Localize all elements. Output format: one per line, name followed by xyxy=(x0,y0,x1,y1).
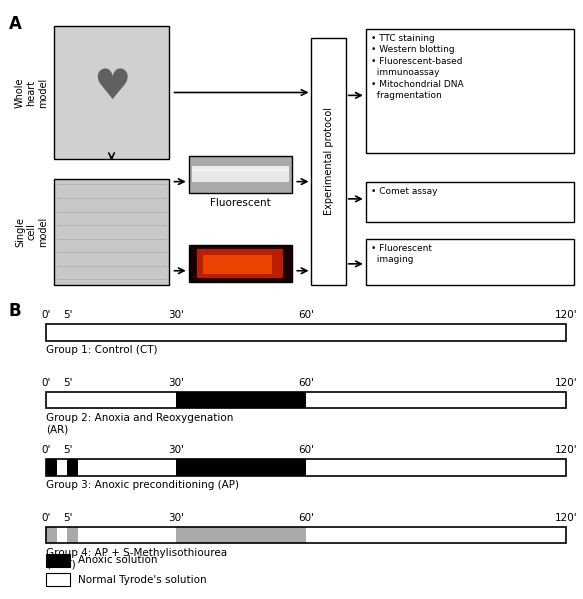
Bar xyxy=(46,459,566,476)
Text: 60': 60' xyxy=(298,513,314,522)
Text: ♥: ♥ xyxy=(93,66,130,108)
Text: Group 2: Anoxia and Reoxygenation
(AR): Group 2: Anoxia and Reoxygenation (AR) xyxy=(46,413,233,434)
Text: 60': 60' xyxy=(298,377,314,388)
Bar xyxy=(176,459,305,476)
Bar xyxy=(68,459,78,476)
Bar xyxy=(197,249,283,278)
Bar xyxy=(54,179,168,285)
Bar xyxy=(46,325,566,341)
Bar xyxy=(57,527,68,543)
Text: Group 1: Control (CT): Group 1: Control (CT) xyxy=(46,345,157,355)
Bar xyxy=(191,170,289,181)
Text: 30': 30' xyxy=(168,377,184,388)
Bar xyxy=(54,26,168,159)
Text: 0': 0' xyxy=(41,445,51,455)
Bar xyxy=(366,29,574,153)
Text: 30': 30' xyxy=(168,513,184,522)
Text: Normal Tyrode's solution: Normal Tyrode's solution xyxy=(78,574,207,585)
Bar xyxy=(46,392,566,408)
Bar xyxy=(189,245,292,282)
Text: 60': 60' xyxy=(298,310,314,320)
Bar xyxy=(46,527,57,543)
Bar xyxy=(305,392,566,408)
Bar xyxy=(46,392,176,408)
Text: 120': 120' xyxy=(554,377,577,388)
Text: 0': 0' xyxy=(41,310,51,320)
Text: • TTC staining
• Western blotting
• Fluorescent-based
  immunoassay
• Mitochondr: • TTC staining • Western blotting • Fluo… xyxy=(371,34,464,100)
Text: Group 3: Anoxic preconditioning (AP): Group 3: Anoxic preconditioning (AP) xyxy=(46,480,239,490)
Bar xyxy=(176,392,305,408)
Bar xyxy=(78,459,176,476)
Bar xyxy=(366,239,574,285)
Bar xyxy=(203,255,272,274)
Bar xyxy=(78,527,176,543)
Bar xyxy=(189,156,292,193)
Text: 120': 120' xyxy=(554,310,577,320)
Text: B: B xyxy=(9,302,22,320)
Bar xyxy=(46,554,70,567)
Bar xyxy=(57,459,68,476)
Text: 30': 30' xyxy=(168,445,184,455)
Text: Fluorescent: Fluorescent xyxy=(210,198,271,208)
Text: Whole
heart
model: Whole heart model xyxy=(15,77,48,108)
Text: 0': 0' xyxy=(41,377,51,388)
Bar xyxy=(305,459,566,476)
Text: Group 4: AP + S-Methylisothiourea
(SMT): Group 4: AP + S-Methylisothiourea (SMT) xyxy=(46,547,227,569)
Text: • Comet assay: • Comet assay xyxy=(371,187,438,196)
Text: A: A xyxy=(9,15,22,33)
Bar xyxy=(46,573,70,586)
Bar xyxy=(191,165,289,171)
Bar xyxy=(46,325,566,341)
Text: • Fluorescent
  imaging: • Fluorescent imaging xyxy=(371,244,433,264)
Text: 5': 5' xyxy=(63,445,72,455)
Text: 5': 5' xyxy=(63,513,72,522)
Text: 5': 5' xyxy=(63,310,72,320)
Text: 30': 30' xyxy=(168,310,184,320)
Text: Single
cell
model: Single cell model xyxy=(15,217,48,247)
Bar xyxy=(311,38,346,285)
Text: 120': 120' xyxy=(554,445,577,455)
Text: Anoxic solution: Anoxic solution xyxy=(78,555,158,565)
Text: 5': 5' xyxy=(63,377,72,388)
Bar xyxy=(305,527,566,543)
Text: 0': 0' xyxy=(41,513,51,522)
Bar xyxy=(176,527,305,543)
Text: 60': 60' xyxy=(298,445,314,455)
Bar xyxy=(68,527,78,543)
Bar xyxy=(46,459,57,476)
Bar xyxy=(366,181,574,222)
Text: Experimental protocol: Experimental protocol xyxy=(324,107,333,216)
Bar xyxy=(46,527,566,543)
Text: 120': 120' xyxy=(554,513,577,522)
